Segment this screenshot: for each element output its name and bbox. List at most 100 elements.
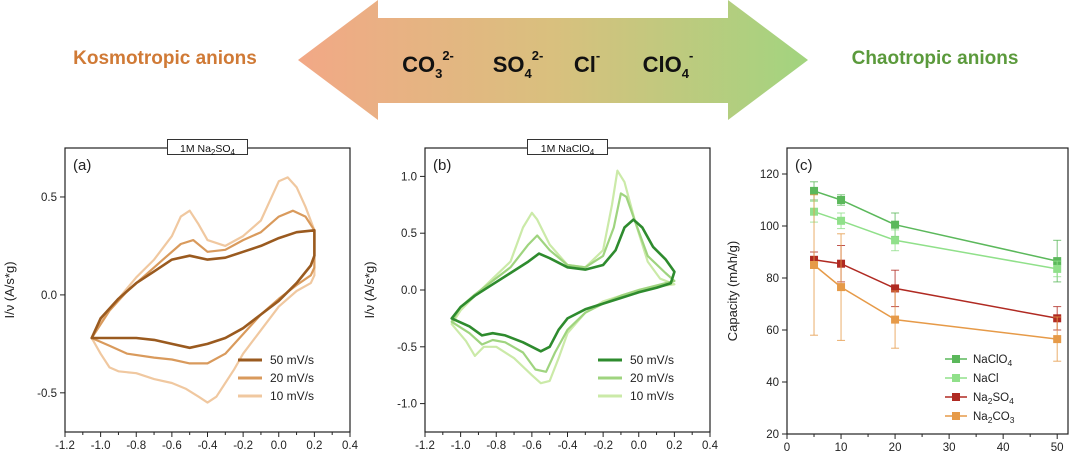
y-tick-label: -0.5 — [397, 342, 417, 354]
kosmotropic-label: Kosmotropic anions — [73, 48, 257, 69]
title-subscript: 4 — [231, 148, 236, 157]
legend-part: Na — [973, 392, 988, 404]
anion-base: SO — [493, 52, 525, 77]
y-tick-label: 0.5 — [41, 192, 57, 204]
x-tick-label: -0.8 — [486, 440, 506, 452]
y-tick-label: 0.0 — [41, 290, 57, 302]
legend-label: 10 mV/s — [630, 389, 674, 403]
x-tick-label: 0.0 — [271, 440, 287, 452]
data-marker — [891, 236, 900, 245]
anion-base: Cl — [574, 52, 596, 77]
y-tick-label: -0.5 — [37, 388, 57, 400]
legend-part: Na — [973, 411, 988, 423]
title-subscript: 4 — [590, 148, 595, 157]
x-tick-label: -0.2 — [593, 440, 613, 452]
anion-label: SO4 2- — [493, 48, 544, 81]
legend-label: 10 mV/s — [270, 389, 314, 403]
anion-row: CO32- SO42- Cl- ClO4- — [402, 48, 693, 81]
x-tick-label: -1.2 — [55, 440, 75, 452]
chaotropic-label: Chaotropic anions — [852, 48, 1019, 69]
anion-subscript: 4 — [525, 66, 533, 81]
legend-part: CO — [992, 411, 1009, 423]
x-tick-label: -1.0 — [451, 440, 471, 452]
anion-superscript: 2- — [532, 48, 544, 63]
panel-title: 1M NaClO4 — [541, 143, 595, 157]
legend-subscript: 2 — [988, 415, 993, 425]
header-arrow-group: Kosmotropic anions Chaotropic anions CO3… — [73, 0, 1018, 120]
data-marker — [810, 186, 819, 195]
legend-label: NaCl — [973, 373, 999, 385]
cv-curve — [450, 169, 676, 385]
capacity-line — [813, 210, 1058, 270]
anion-superscript: - — [596, 48, 600, 63]
panel-letter: (b) — [433, 157, 451, 174]
data-marker — [837, 283, 846, 292]
x-tick-label: 10 — [835, 442, 848, 454]
panel-c: 0 10 20 30 40 50 20 40 60 80 100 120 Capacity (mAh/g… — [725, 147, 1069, 454]
x-tick-label: -1.2 — [415, 440, 435, 452]
capacity-line — [813, 259, 1058, 320]
title-part: 1M Na — [180, 143, 211, 155]
capacity-line — [813, 190, 1058, 262]
data-marker — [1053, 335, 1062, 344]
panel-letter: (c) — [795, 157, 813, 174]
capacity-line — [813, 264, 1058, 340]
x-tick-label: -0.6 — [162, 440, 182, 452]
y-axis-label: I/ν (A/s*g) — [2, 261, 17, 318]
data-marker — [810, 261, 819, 269]
cv-curve — [450, 218, 676, 353]
x-tick-label: -0.2 — [233, 440, 253, 452]
x-tick-label: 20 — [889, 442, 902, 454]
y-tick-label: 0.0 — [401, 285, 417, 297]
x-tick-label: 0.2 — [666, 440, 682, 452]
data-marker — [891, 220, 900, 229]
anion-superscript: 2- — [442, 48, 454, 63]
data-marker — [891, 315, 900, 324]
legend-label: 50 mV/s — [270, 353, 314, 367]
anion-subscript: 3 — [435, 66, 442, 81]
legend-subscript: 3 — [1010, 415, 1015, 425]
x-tick-label: 0 — [784, 442, 790, 454]
legend-label: 20 mV/s — [270, 371, 314, 385]
x-tick-label: 0.4 — [702, 440, 719, 452]
plot-frame — [786, 147, 1069, 435]
x-tick-label: -0.4 — [198, 440, 218, 452]
y-tick-label: 120 — [760, 169, 779, 181]
panel-title-box — [167, 139, 248, 155]
y-tick-label: -1.0 — [397, 399, 417, 411]
y-tick-label: 100 — [760, 221, 779, 233]
x-tick-label: 50 — [1051, 442, 1064, 454]
legend-label: NaClO4 — [973, 354, 1013, 368]
anion-label: Cl- — [574, 48, 600, 77]
legend-label: 50 mV/s — [630, 353, 674, 367]
legend-marker — [952, 355, 960, 363]
y-tick-label: 0.5 — [401, 228, 417, 240]
legend-subscript: 2 — [988, 396, 993, 406]
anion-subscript: 4 — [682, 66, 690, 81]
legend-part: NaCl — [973, 373, 999, 385]
y-tick-label: 40 — [766, 377, 779, 389]
legend-part: NaClO — [973, 354, 1008, 366]
y-tick-label: 60 — [766, 325, 779, 337]
cv-curve — [90, 229, 316, 350]
data-marker — [837, 216, 846, 225]
legend-marker — [952, 374, 960, 382]
x-tick-label: 40 — [997, 442, 1010, 454]
legend-part: SO — [992, 392, 1009, 404]
legend-marker — [952, 393, 960, 401]
anion-base: CO — [402, 52, 435, 77]
x-tick-label: 0.4 — [342, 440, 359, 452]
data-marker — [837, 196, 846, 204]
y-axis-label: Capacity (mAh/g) — [725, 241, 740, 341]
x-tick-label: -0.6 — [522, 440, 542, 452]
panel-title-box — [527, 139, 608, 155]
legend-subscript: 4 — [1008, 358, 1013, 368]
panel-title: 1M Na2SO4 — [180, 143, 236, 157]
panel-letter: (a) — [73, 157, 91, 174]
legend-marker — [952, 412, 960, 420]
x-tick-label: 0.2 — [306, 440, 322, 452]
cv-curve — [90, 176, 316, 404]
data-marker — [891, 284, 900, 293]
x-tick-label: -0.4 — [558, 440, 578, 452]
